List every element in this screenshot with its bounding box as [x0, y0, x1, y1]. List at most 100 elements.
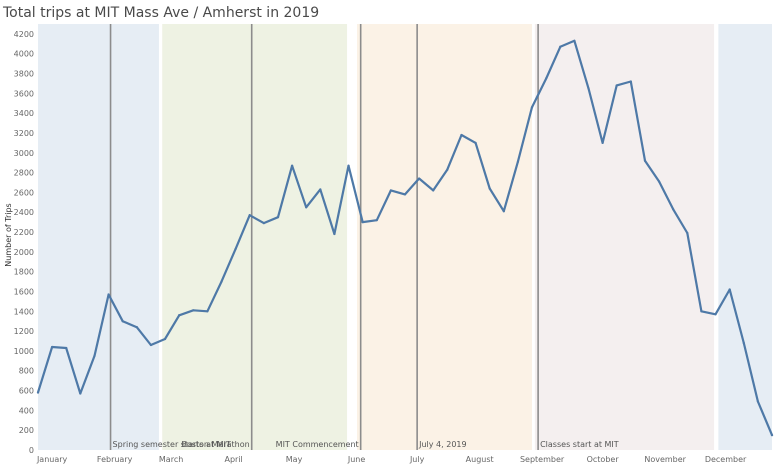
y-tick-label: 0	[29, 446, 34, 455]
period-band-8	[718, 24, 772, 450]
data-point	[65, 346, 68, 350]
data-point	[742, 341, 745, 345]
y-tick-label: 3000	[14, 149, 34, 158]
data-point	[432, 189, 435, 192]
data-point	[587, 87, 590, 90]
y-tick-label: 1800	[14, 268, 34, 277]
data-point	[728, 288, 731, 291]
data-point	[220, 280, 223, 283]
data-point	[93, 354, 96, 357]
data-point	[629, 80, 632, 83]
period-band-2	[162, 24, 348, 450]
period-bands	[38, 24, 772, 450]
data-point	[615, 84, 618, 87]
y-tick-label: 3600	[14, 89, 34, 98]
data-point	[375, 219, 378, 222]
data-point	[290, 164, 294, 167]
chart-title: Total trips at MIT Mass Ave / Amherst in…	[2, 5, 319, 21]
data-point	[700, 310, 703, 313]
y-tick-label: 2800	[14, 169, 34, 178]
data-point	[347, 164, 350, 167]
data-point	[403, 193, 407, 196]
data-point	[121, 320, 124, 323]
data-point	[333, 232, 336, 236]
y-tick-label: 1600	[14, 287, 34, 296]
period-band-4	[357, 24, 533, 450]
data-point	[672, 208, 675, 211]
x-tick-label-february: February	[97, 455, 133, 464]
x-tick-label-june: June	[347, 455, 366, 464]
data-point	[36, 391, 40, 394]
y-tick-label: 600	[19, 387, 34, 396]
x-tick-label-november: November	[644, 455, 686, 464]
y-tick-label: 2200	[14, 228, 34, 237]
data-point	[149, 343, 153, 347]
y-tick-label: 3800	[14, 70, 34, 79]
data-point	[559, 45, 562, 48]
period-band-1	[158, 24, 163, 450]
x-axis-month-labels: January February March April May June July Augu…	[36, 455, 747, 464]
event-label-1: Boston Marathon	[181, 440, 249, 449]
event-label-4: Classes start at MIT	[540, 440, 619, 449]
data-point	[714, 313, 717, 316]
data-point	[516, 160, 520, 163]
data-point	[446, 168, 449, 171]
x-tick-label-october: October	[587, 455, 620, 464]
y-tick-label: 4200	[14, 30, 34, 39]
data-point	[545, 77, 548, 80]
data-point	[488, 187, 491, 190]
data-point	[502, 210, 505, 213]
data-point	[460, 133, 463, 137]
y-tick-label: 3400	[14, 109, 34, 118]
data-point	[756, 400, 759, 403]
data-point	[135, 326, 138, 329]
period-band-6	[534, 24, 715, 450]
data-point	[389, 189, 392, 192]
data-point	[79, 392, 82, 395]
x-tick-label-march: March	[159, 455, 183, 464]
y-tick-label: 400	[19, 406, 34, 415]
period-band-3	[347, 24, 358, 450]
data-point	[178, 314, 181, 317]
data-point	[319, 188, 322, 191]
data-point	[192, 309, 195, 312]
y-tick-label: 3200	[14, 129, 34, 138]
y-tick-label: 800	[19, 367, 34, 376]
data-point	[51, 345, 54, 349]
data-point	[305, 206, 308, 209]
y-tick-label: 4000	[14, 50, 34, 59]
series-layer	[36, 39, 774, 437]
data-point	[770, 434, 774, 437]
period-band-0	[38, 24, 159, 450]
y-tick-label: 1000	[14, 347, 34, 356]
x-tick-label-july: July	[409, 455, 425, 464]
y-tick-label: 200	[19, 426, 34, 435]
data-point	[686, 231, 689, 235]
data-point	[601, 141, 604, 144]
event-label-3: July 4, 2019	[418, 440, 466, 449]
data-point	[262, 222, 265, 225]
data-point	[361, 221, 364, 224]
data-point	[657, 180, 661, 183]
event-label-0: Spring semester starts at MIT	[113, 440, 231, 449]
data-point	[248, 214, 251, 217]
event-label-2: MIT Commencement	[276, 440, 359, 449]
x-tick-label-january: January	[36, 455, 68, 464]
period-band-7	[714, 24, 719, 450]
data-point	[418, 177, 421, 180]
data-point	[163, 337, 167, 341]
period-band-5	[532, 24, 535, 450]
y-tick-label: 1400	[14, 307, 34, 316]
x-tick-label-august: August	[466, 455, 494, 464]
y-axis-ticks: 0 200 400 600 800 1000 1200 1400 1600 1800 2000 220…	[14, 30, 34, 455]
y-tick-label: 2000	[14, 248, 34, 257]
data-point	[573, 39, 576, 42]
y-tick-label: 2400	[14, 208, 34, 217]
data-point	[107, 293, 110, 296]
y-tick-label: 2600	[14, 188, 34, 197]
x-tick-label-september: September	[520, 455, 565, 464]
data-point	[530, 106, 534, 109]
y-axis-label: Number of Trips	[4, 203, 13, 266]
data-point	[276, 216, 280, 219]
